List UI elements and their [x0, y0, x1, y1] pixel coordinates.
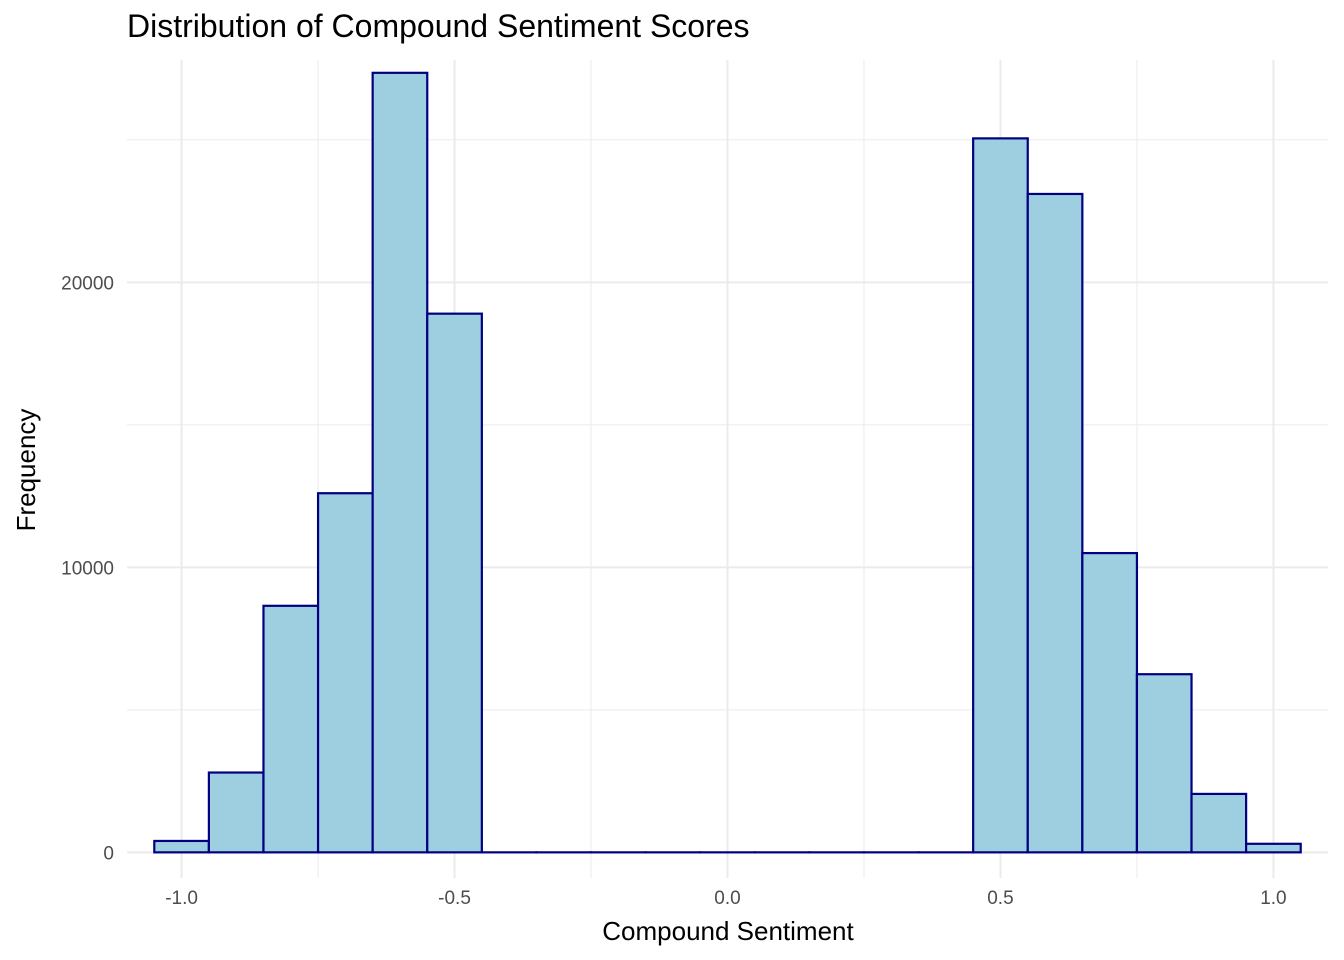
histogram-bar — [426, 312, 483, 854]
y-axis-title: Frequency — [11, 409, 41, 532]
x-axis-title: Compound Sentiment — [602, 916, 854, 946]
y-tick-label: 10000 — [61, 558, 114, 579]
x-tick-label: 0.5 — [987, 888, 1013, 909]
histogram-bar — [972, 137, 1029, 854]
histogram-bar — [262, 604, 320, 854]
x-tick-label: 1.0 — [1260, 888, 1286, 909]
histogram-bar — [1190, 792, 1248, 854]
histogram-bar — [207, 771, 265, 854]
x-tick-label: 0.0 — [714, 888, 740, 909]
x-tick-label: -0.5 — [438, 888, 471, 909]
histogram-bar — [1245, 842, 1302, 854]
histogram-bar — [1026, 192, 1084, 854]
y-tick-label: 20000 — [61, 273, 114, 294]
histogram-bar — [1135, 673, 1193, 854]
histogram-bar — [316, 492, 374, 854]
y-tick-label: 0 — [103, 843, 114, 864]
histogram-bar — [153, 839, 210, 854]
chart-title: Distribution of Compound Sentiment Score… — [127, 8, 750, 44]
histogram-bars — [153, 71, 1302, 854]
histogram-bar — [371, 71, 429, 854]
histogram-bar — [1081, 551, 1139, 854]
y-tick-labels: 0 10000 20000 — [61, 273, 114, 864]
x-tick-label: -1.0 — [165, 888, 198, 909]
x-tick-labels: -1.0 -0.5 0.0 0.5 1.0 — [165, 888, 1286, 909]
